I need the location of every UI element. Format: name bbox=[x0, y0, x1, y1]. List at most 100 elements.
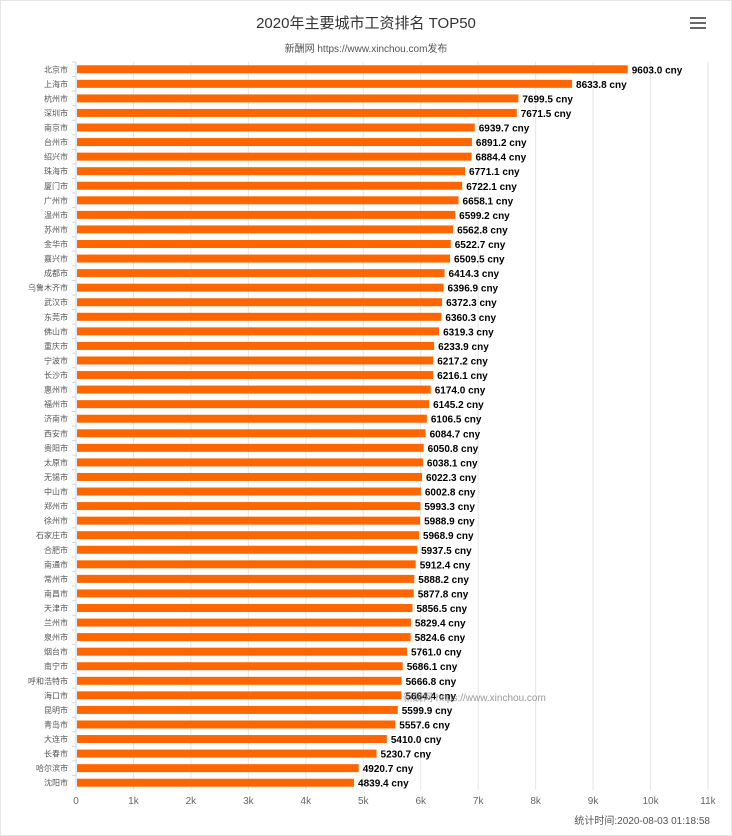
data-label: 6038.1 cny bbox=[427, 458, 478, 469]
data-label: 6396.9 cny bbox=[448, 284, 499, 295]
bar bbox=[77, 720, 396, 729]
bar bbox=[77, 371, 434, 380]
category-label: 南宁市 bbox=[44, 661, 68, 671]
data-label: 6022.3 cny bbox=[426, 473, 477, 484]
category-label: 石家庄市 bbox=[36, 530, 68, 540]
x-tick-label: 9k bbox=[588, 796, 600, 807]
data-label: 7671.5 cny bbox=[521, 109, 572, 120]
bar bbox=[77, 443, 424, 452]
category-label: 武汉市 bbox=[44, 297, 68, 307]
data-label: 5824.6 cny bbox=[415, 633, 466, 644]
data-label: 5856.5 cny bbox=[416, 604, 467, 615]
data-label: 5912.4 cny bbox=[420, 560, 471, 571]
bar bbox=[77, 123, 475, 132]
data-label: 6771.1 cny bbox=[469, 167, 520, 178]
bar bbox=[77, 341, 435, 350]
data-label: 6360.3 cny bbox=[445, 313, 496, 324]
category-label: 温州市 bbox=[44, 210, 68, 220]
category-label: 金华市 bbox=[44, 239, 68, 249]
bar bbox=[77, 283, 444, 292]
bar bbox=[77, 531, 419, 540]
category-label: 上海市 bbox=[44, 79, 68, 89]
bar bbox=[77, 298, 443, 307]
data-label: 6414.3 cny bbox=[449, 269, 500, 280]
data-label: 4839.4 cny bbox=[358, 779, 409, 790]
data-label: 6084.7 cny bbox=[430, 429, 481, 440]
x-tick-label: 4k bbox=[301, 796, 313, 807]
category-label: 佛山市 bbox=[44, 326, 68, 336]
data-label: 5666.8 cny bbox=[406, 677, 457, 688]
category-label: 杭州市 bbox=[44, 93, 68, 103]
footer-timestamp: 统计时间:2020-08-03 01:18:58 bbox=[574, 816, 710, 827]
bar bbox=[77, 604, 413, 612]
category-label: 绍兴市 bbox=[44, 152, 68, 162]
bar bbox=[77, 181, 463, 190]
data-label: 6050.8 cny bbox=[428, 444, 479, 455]
credit-watermark: 新酬网 https://www.xinchou.com bbox=[403, 693, 546, 704]
bar bbox=[77, 574, 415, 583]
data-label: 6217.2 cny bbox=[437, 356, 488, 367]
data-label: 5993.3 cny bbox=[424, 502, 475, 513]
category-label: 重庆市 bbox=[44, 341, 68, 351]
data-label: 5937.5 cny bbox=[421, 546, 472, 557]
data-label: 5968.9 cny bbox=[423, 531, 474, 542]
category-label: 深圳市 bbox=[44, 108, 68, 118]
menu-line bbox=[690, 22, 706, 24]
bar bbox=[77, 312, 442, 321]
category-label: 宁波市 bbox=[44, 355, 68, 365]
x-tick-label: 0 bbox=[73, 796, 79, 807]
data-label: 5829.4 cny bbox=[415, 619, 466, 630]
bar bbox=[77, 196, 459, 205]
category-label: 天津市 bbox=[44, 603, 68, 613]
category-label: 大连市 bbox=[44, 734, 68, 744]
bar bbox=[77, 429, 426, 438]
chart-subtitle[interactable]: 新酬网 https://www.xinchou.com发布 bbox=[284, 44, 448, 55]
category-label: 惠州市 bbox=[44, 385, 68, 395]
category-label: 西安市 bbox=[44, 428, 68, 438]
data-label: 6106.5 cny bbox=[431, 415, 482, 426]
data-label: 6658.1 cny bbox=[463, 196, 514, 207]
data-label: 6002.8 cny bbox=[425, 488, 476, 499]
category-label: 合肥市 bbox=[44, 545, 68, 555]
category-label: 长沙市 bbox=[44, 370, 68, 380]
category-label: 海口市 bbox=[44, 690, 68, 700]
bar bbox=[77, 647, 407, 656]
x-tick-label: 8k bbox=[530, 796, 542, 807]
bar bbox=[77, 560, 416, 569]
data-label: 6145.2 cny bbox=[433, 400, 484, 411]
category-label: 成都市 bbox=[44, 268, 68, 278]
category-label: 常州市 bbox=[44, 574, 68, 584]
data-label: 5888.2 cny bbox=[418, 575, 469, 586]
bar bbox=[77, 691, 402, 700]
category-label: 济南市 bbox=[44, 414, 68, 424]
category-label: 沈阳市 bbox=[44, 778, 68, 788]
data-label: 5664.4 cny bbox=[405, 691, 456, 702]
data-label: 5557.6 cny bbox=[399, 720, 450, 731]
data-label: 5686.1 cny bbox=[407, 662, 458, 673]
bar bbox=[77, 152, 472, 161]
bar bbox=[77, 618, 411, 627]
bar bbox=[77, 269, 445, 278]
bar bbox=[77, 108, 517, 117]
data-label: 5761.0 cny bbox=[411, 648, 462, 659]
bar bbox=[77, 502, 421, 511]
x-tick-label: 11k bbox=[700, 796, 716, 807]
menu-line bbox=[690, 17, 706, 19]
bar bbox=[77, 65, 628, 74]
data-label: 6722.1 cny bbox=[466, 182, 517, 193]
bar bbox=[77, 472, 423, 481]
category-label: 泉州市 bbox=[44, 632, 68, 642]
category-label: 广州市 bbox=[44, 195, 68, 205]
category-label: 青岛市 bbox=[44, 719, 68, 729]
data-label: 6562.8 cny bbox=[457, 225, 508, 236]
category-label: 东莞市 bbox=[44, 312, 68, 322]
category-label: 长春市 bbox=[44, 749, 68, 759]
data-label: 4920.7 cny bbox=[363, 764, 414, 775]
data-label: 6372.3 cny bbox=[446, 298, 497, 309]
category-label: 北京市 bbox=[44, 64, 68, 74]
bar bbox=[77, 516, 421, 525]
bar bbox=[77, 225, 454, 234]
bar bbox=[77, 356, 434, 365]
hamburger-menu-icon[interactable] bbox=[690, 17, 706, 31]
bar bbox=[77, 327, 440, 336]
